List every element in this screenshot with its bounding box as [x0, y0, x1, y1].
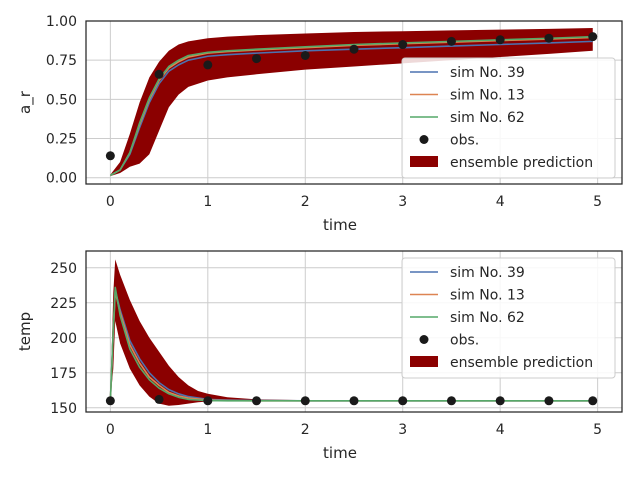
y-tick-label: 0.75	[46, 53, 77, 69]
obs-point	[398, 40, 408, 50]
x-tick-label: 3	[398, 194, 407, 210]
obs-point	[105, 396, 115, 406]
obs-point	[252, 396, 262, 406]
axes-frame	[85, 250, 623, 413]
x-tick-label: 5	[593, 194, 602, 210]
axes-frame	[85, 20, 623, 185]
x-tick-label: 4	[496, 422, 505, 438]
legend-label: ensemble prediction	[450, 355, 593, 371]
x-tick-label: 0	[106, 422, 115, 438]
obs-point	[154, 69, 164, 79]
legend-box	[401, 57, 616, 179]
obs-point	[446, 396, 456, 406]
series-line-sim-no-62	[109, 286, 593, 402]
legend-patch-swatch	[410, 356, 438, 367]
obs-point	[105, 151, 115, 161]
legend: sim No. 39 sim No. 13 sim No. 62 obs. ensemb…	[401, 57, 616, 179]
obs-point	[495, 396, 505, 406]
legend-label: sim No. 39	[450, 65, 525, 81]
obs-point	[588, 32, 598, 42]
y-axis-label: a_r	[16, 90, 35, 114]
y-axis-label: temp	[16, 312, 34, 351]
legend-label: obs.	[450, 133, 479, 149]
legend-label: sim No. 13	[450, 288, 525, 304]
x-tick-label: 0	[106, 194, 115, 210]
y-tick-label: 0.25	[46, 132, 77, 148]
obs-point	[203, 60, 213, 70]
legend-marker-swatch	[419, 335, 429, 344]
x-tick-label: 5	[593, 422, 602, 438]
legend-label: sim No. 13	[450, 88, 525, 104]
legend-label: sim No. 62	[450, 110, 525, 126]
legend-label: sim No. 39	[450, 265, 525, 281]
obs-point	[154, 394, 164, 404]
y-tick-label: 150	[50, 401, 77, 417]
ensemble-band	[110, 28, 593, 177]
ensemble-band	[110, 259, 593, 406]
x-tick-label: 1	[203, 194, 212, 210]
legend-box	[401, 257, 616, 379]
obs-point	[300, 396, 310, 406]
legend-label: obs.	[450, 333, 479, 349]
legend-marker-swatch	[419, 135, 429, 144]
legend-label: sim No. 62	[450, 310, 525, 326]
y-tick-label: 225	[50, 296, 77, 312]
x-tick-label: 3	[398, 422, 407, 438]
legend-patch-swatch	[410, 156, 438, 167]
obs-point	[398, 396, 408, 406]
legend: sim No. 39 sim No. 13 sim No. 62 obs. ensemb…	[401, 257, 616, 379]
obs-point	[349, 396, 359, 406]
y-tick-label: 200	[50, 331, 77, 347]
x-tick-label: 2	[301, 194, 310, 210]
series-line-sim-no-39	[109, 40, 593, 177]
obs-point	[446, 36, 456, 46]
obs-point	[203, 396, 213, 406]
legend-label: ensemble prediction	[450, 155, 593, 171]
x-axis-label: time	[323, 216, 357, 234]
obs-point	[544, 396, 554, 406]
obs-point	[252, 54, 262, 64]
y-tick-label: 0.00	[46, 171, 77, 187]
x-tick-label: 4	[496, 194, 505, 210]
y-tick-label: 175	[50, 366, 77, 382]
obs-point	[300, 50, 310, 60]
y-tick-label: 0.50	[46, 92, 77, 108]
x-tick-label: 1	[203, 422, 212, 438]
x-axis-label: time	[323, 444, 357, 462]
obs-point	[349, 44, 359, 54]
obs-point	[588, 396, 598, 406]
x-tick-label: 2	[301, 422, 310, 438]
obs-point	[544, 33, 554, 43]
y-tick-label: 1.00	[46, 14, 77, 30]
y-tick-label: 250	[50, 261, 77, 277]
obs-point	[495, 35, 505, 45]
